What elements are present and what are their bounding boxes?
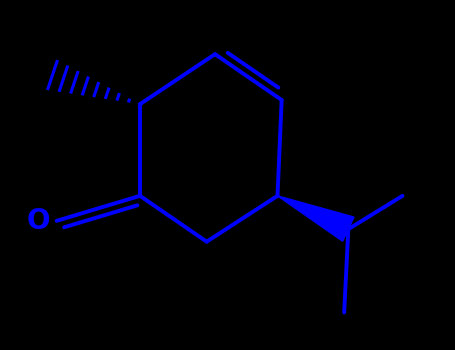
Polygon shape <box>278 196 354 241</box>
Text: O: O <box>26 207 50 235</box>
